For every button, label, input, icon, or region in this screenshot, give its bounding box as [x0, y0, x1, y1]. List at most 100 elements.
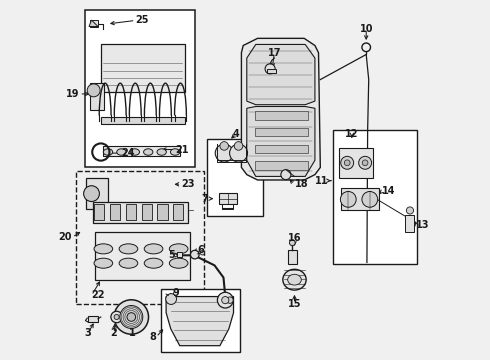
Circle shape — [120, 306, 143, 328]
Circle shape — [281, 170, 291, 180]
Ellipse shape — [130, 149, 140, 155]
Ellipse shape — [283, 269, 306, 290]
Ellipse shape — [170, 244, 188, 254]
Ellipse shape — [144, 149, 153, 155]
Ellipse shape — [119, 244, 138, 254]
Ellipse shape — [144, 244, 163, 254]
Circle shape — [341, 192, 356, 207]
Bar — [333, 130, 417, 264]
Bar — [93, 202, 188, 223]
Bar — [101, 117, 185, 125]
Circle shape — [191, 250, 199, 259]
Ellipse shape — [144, 258, 163, 268]
Text: 22: 22 — [92, 291, 105, 301]
Bar — [339, 148, 373, 178]
Circle shape — [84, 186, 99, 202]
Bar — [126, 204, 136, 220]
Ellipse shape — [288, 274, 301, 285]
Bar — [88, 316, 98, 322]
Text: 6: 6 — [197, 245, 204, 255]
Bar — [341, 188, 379, 211]
Bar — [177, 252, 182, 257]
Bar — [90, 83, 104, 110]
Bar — [255, 161, 308, 170]
Text: 18: 18 — [294, 179, 308, 189]
Ellipse shape — [119, 258, 138, 268]
Text: 25: 25 — [136, 15, 149, 26]
Bar — [405, 215, 414, 232]
Bar — [95, 204, 104, 220]
Bar — [255, 128, 308, 136]
Text: 19: 19 — [66, 89, 79, 99]
Text: 14: 14 — [382, 186, 395, 197]
Bar — [90, 20, 98, 27]
Bar — [161, 289, 240, 352]
Text: 21: 21 — [175, 144, 189, 154]
Bar — [101, 44, 185, 92]
Ellipse shape — [94, 244, 113, 254]
Bar — [157, 204, 168, 220]
Text: 15: 15 — [288, 299, 301, 309]
Circle shape — [218, 292, 233, 308]
Circle shape — [127, 313, 136, 321]
Text: 23: 23 — [181, 179, 195, 189]
Circle shape — [265, 64, 275, 74]
Text: 8: 8 — [149, 332, 156, 342]
Text: 16: 16 — [288, 233, 301, 243]
Bar — [173, 204, 183, 220]
Text: 1: 1 — [129, 328, 135, 338]
Polygon shape — [242, 39, 320, 180]
Bar — [103, 146, 180, 156]
Circle shape — [220, 141, 228, 150]
Bar — [142, 204, 152, 220]
Bar — [87, 178, 108, 209]
Text: 12: 12 — [345, 129, 359, 139]
Polygon shape — [89, 20, 98, 27]
Bar — [207, 139, 263, 216]
Circle shape — [215, 144, 233, 162]
Circle shape — [362, 160, 368, 166]
Bar — [255, 111, 308, 120]
Text: 20: 20 — [59, 232, 72, 242]
Ellipse shape — [94, 258, 113, 268]
Bar — [95, 232, 190, 280]
Text: 13: 13 — [416, 220, 430, 230]
Circle shape — [114, 300, 148, 334]
Ellipse shape — [103, 149, 113, 155]
Text: 4: 4 — [233, 129, 240, 139]
Polygon shape — [247, 44, 315, 105]
Circle shape — [234, 141, 243, 150]
Circle shape — [87, 84, 100, 97]
Text: 17: 17 — [268, 48, 281, 58]
Text: 3: 3 — [85, 328, 91, 338]
Bar — [255, 145, 308, 153]
Circle shape — [362, 192, 378, 207]
Circle shape — [111, 311, 122, 323]
Ellipse shape — [157, 149, 166, 155]
Bar — [85, 10, 195, 167]
Text: 2: 2 — [111, 328, 118, 338]
Circle shape — [167, 297, 173, 303]
Circle shape — [114, 315, 119, 319]
Ellipse shape — [117, 149, 126, 155]
Polygon shape — [166, 297, 234, 346]
Polygon shape — [247, 107, 315, 176]
Circle shape — [344, 160, 350, 166]
Circle shape — [341, 156, 354, 169]
Ellipse shape — [170, 258, 188, 268]
Text: 10: 10 — [360, 24, 373, 34]
Circle shape — [227, 297, 233, 303]
Circle shape — [200, 251, 204, 255]
Circle shape — [406, 207, 414, 214]
Circle shape — [221, 297, 229, 304]
Circle shape — [166, 294, 176, 305]
Text: 9: 9 — [172, 288, 179, 298]
Bar — [267, 69, 276, 73]
Text: 5: 5 — [169, 250, 175, 260]
Text: 24: 24 — [122, 148, 135, 158]
Bar — [76, 171, 204, 304]
Text: 11: 11 — [315, 176, 328, 186]
Bar — [110, 204, 120, 220]
Circle shape — [230, 144, 247, 162]
Text: 7: 7 — [202, 194, 208, 204]
